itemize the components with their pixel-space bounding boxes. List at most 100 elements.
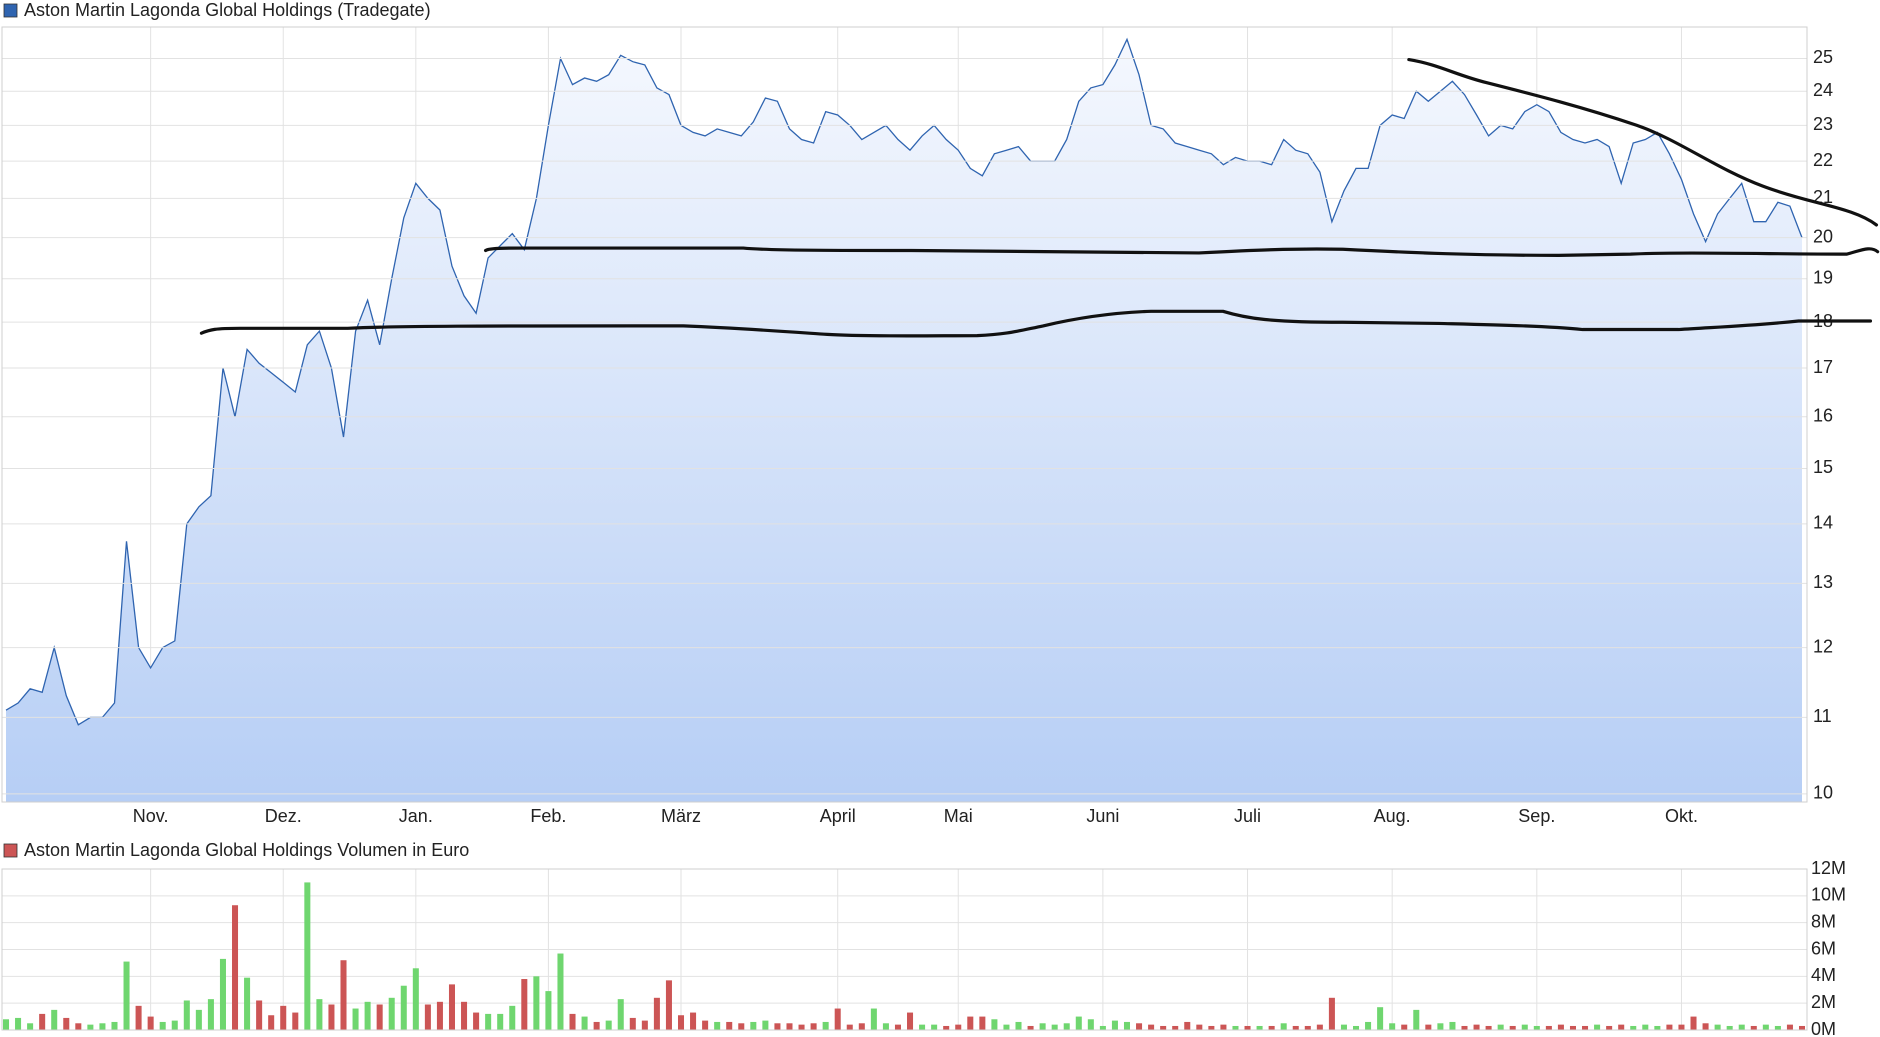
volume-bar <box>27 1023 34 1030</box>
volume-bar <box>798 1024 805 1030</box>
volume-bar <box>304 882 311 1030</box>
volume-bar <box>545 991 552 1030</box>
volume-bar <box>1027 1025 1034 1030</box>
volume-bar <box>400 985 407 1030</box>
volume-bar <box>1702 1023 1709 1030</box>
volume-bar <box>1690 1016 1697 1030</box>
volume-bar <box>436 1001 443 1030</box>
y-tick-label: 14 <box>1813 513 1833 533</box>
volume-bar <box>364 1001 371 1030</box>
volume-bar <box>533 976 540 1030</box>
volume-bar <box>1714 1024 1721 1030</box>
volume-bar <box>1750 1025 1757 1030</box>
volume-bar <box>1509 1025 1516 1030</box>
volume-bar <box>485 1013 492 1030</box>
support-line <box>201 311 1870 336</box>
x-tick-label: Jan. <box>399 806 433 826</box>
volume-bar <box>955 1024 962 1030</box>
y-tick-label: 13 <box>1813 572 1833 592</box>
volume-bar <box>1075 1016 1082 1030</box>
volume-bar <box>1642 1024 1649 1030</box>
volume-bar <box>1160 1025 1167 1030</box>
volume-bar <box>232 905 239 1030</box>
volume-bar <box>1340 1024 1347 1030</box>
volume-bar <box>2 1019 10 1030</box>
volume-bar <box>183 1000 190 1030</box>
volume-bar <box>1316 1024 1323 1030</box>
y-tick-label: 15 <box>1813 457 1833 477</box>
volume-bar <box>665 980 672 1030</box>
legend-swatch <box>3 3 18 18</box>
volume-bar <box>340 960 347 1030</box>
volume-bar <box>1630 1025 1637 1030</box>
volume-bar <box>1353 1025 1360 1030</box>
volume-bar <box>1401 1024 1408 1030</box>
y-tick-label: 12 <box>1813 636 1833 656</box>
volume-bar <box>1798 1025 1806 1030</box>
y-tick-label: 24 <box>1813 80 1833 100</box>
volume-bar <box>1220 1024 1227 1030</box>
y-tick-label: 11 <box>1813 706 1832 726</box>
volume-bar <box>1618 1024 1625 1030</box>
plot-frame <box>1 26 1808 803</box>
volume-bar <box>292 1012 299 1030</box>
volume-bar <box>1678 1024 1685 1030</box>
volume-bar <box>244 977 251 1030</box>
volume-bar <box>111 1021 118 1030</box>
volume-bar <box>376 1004 383 1030</box>
y-tick-label: 22 <box>1813 150 1833 170</box>
x-tick-label: Sep. <box>1518 806 1555 826</box>
volume-bar <box>135 1005 142 1030</box>
y-tick-label: 12M <box>1811 858 1846 878</box>
volume-bar <box>473 1012 480 1030</box>
volume-bar <box>1136 1023 1143 1030</box>
volume-bar <box>316 999 323 1030</box>
volume-bar <box>967 1016 974 1030</box>
volume-bar <box>919 1024 926 1030</box>
volume-bar <box>726 1021 733 1030</box>
volume-bar <box>412 968 419 1030</box>
volume-bar <box>774 1023 781 1030</box>
price-line <box>5 37 1803 726</box>
y-tick-label: 0M <box>1811 1019 1836 1037</box>
volume-bar <box>1232 1025 1239 1030</box>
price-area <box>6 39 1802 802</box>
volume-bar <box>1196 1024 1203 1030</box>
trend-line <box>1409 60 1877 225</box>
volume-bar <box>424 1004 431 1030</box>
volume-bar <box>521 979 528 1030</box>
volume-bar <box>159 1021 166 1030</box>
x-tick-label: Nov. <box>133 806 169 826</box>
volume-bar <box>810 1023 817 1030</box>
y-tick-label: 6M <box>1811 938 1836 958</box>
volume-bar <box>1413 1009 1420 1030</box>
volume-bar <box>15 1017 22 1030</box>
volume-bar <box>1425 1024 1432 1030</box>
volume-bar <box>786 1023 793 1030</box>
volume-bar <box>39 1013 46 1030</box>
volume-bar <box>1389 1023 1396 1030</box>
volume-bar <box>1557 1024 1564 1030</box>
volume-panel: 0M 2M 4M 6M 8M 10M 12M Aston Martin Lagonda Glo… <box>1 840 1846 1037</box>
volume-bar <box>1208 1025 1215 1030</box>
y-tick-label: 16 <box>1813 405 1833 425</box>
volume-bar <box>1111 1020 1118 1030</box>
volume-bar <box>268 1015 275 1030</box>
volume-bar <box>1184 1021 1191 1030</box>
volume-bar <box>1594 1024 1601 1030</box>
volume-bar <box>1051 1024 1058 1030</box>
x-tick-label: Okt. <box>1665 806 1698 826</box>
x-tick-label: März <box>661 806 701 826</box>
volume-bar <box>1521 1024 1528 1030</box>
volume-bar <box>907 1012 914 1030</box>
volume-bar <box>1497 1024 1504 1030</box>
volume-bar <box>1437 1023 1444 1030</box>
volume-bar <box>1172 1025 1179 1030</box>
volume-bar <box>461 1001 468 1030</box>
volume-bar <box>509 1005 516 1030</box>
volume-bar <box>1365 1021 1372 1030</box>
support-line <box>486 248 1878 255</box>
volume-bar <box>1148 1024 1155 1030</box>
volume-bar <box>1063 1023 1070 1030</box>
